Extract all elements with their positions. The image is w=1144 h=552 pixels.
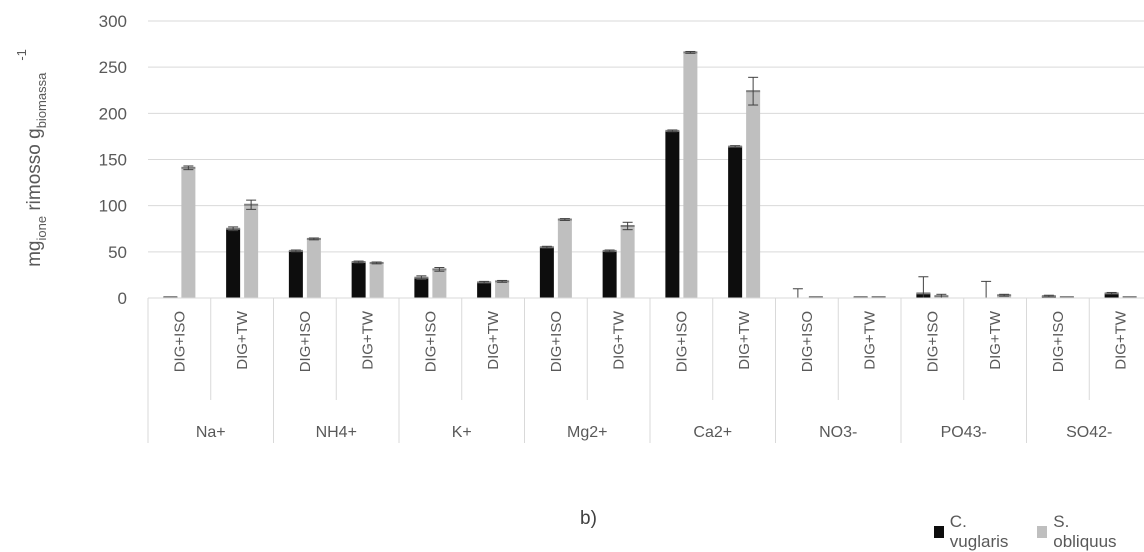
- bar: [683, 52, 698, 298]
- condition-label: DIG+TW: [987, 310, 1004, 370]
- condition-label: DIG+TW: [736, 310, 753, 370]
- bar: [414, 277, 429, 298]
- condition-label: DIG+ISO: [799, 311, 816, 372]
- y-tick-label: 200: [99, 104, 127, 123]
- condition-label: DIG+ISO: [171, 311, 188, 372]
- ylabel-sub1: ione: [34, 216, 49, 241]
- ylabel-sup: -1: [14, 49, 29, 61]
- group-label: NH4+: [316, 424, 357, 441]
- legend-label-series-1: C. vuglaris: [949, 512, 1009, 551]
- condition-label: DIG+ISO: [673, 311, 690, 372]
- condition-label: DIG+ISO: [924, 311, 941, 372]
- group-label: Mg2+: [567, 424, 607, 441]
- svg-text:mgione rimosso gbiomassa-1: mgione rimosso gbiomassa -1: [14, 49, 49, 267]
- legend-swatch-series-1: [934, 526, 944, 538]
- group-label: NO3-: [819, 424, 857, 441]
- legend-swatch-series-2: [1037, 526, 1048, 538]
- condition-label: DIG+TW: [611, 310, 628, 370]
- ylabel-base2: rimosso g: [24, 128, 45, 216]
- y-tick-label: 0: [118, 289, 127, 308]
- bar: [746, 91, 761, 298]
- group-label: PO43-: [941, 424, 987, 441]
- bar: [288, 250, 303, 298]
- y-tick-label: 150: [99, 151, 127, 170]
- legend-item-series-1: C. vuglaris: [934, 512, 1015, 552]
- bar: [432, 269, 447, 298]
- y-tick-label: 100: [99, 197, 127, 216]
- bar: [557, 219, 572, 298]
- group-label: Na+: [196, 424, 226, 441]
- condition-label: DIG+TW: [360, 310, 377, 370]
- bar: [477, 282, 492, 298]
- condition-label: DIG+TW: [485, 310, 502, 370]
- bar: [539, 247, 554, 298]
- error-bars: [183, 50, 1117, 299]
- condition-label: DIG+ISO: [297, 311, 314, 372]
- bar: [1104, 293, 1119, 298]
- legend-item-series-2: S. obliquus: [1037, 512, 1122, 552]
- bar: [620, 225, 635, 298]
- bar: [495, 281, 510, 298]
- condition-label: DIG+TW: [1113, 310, 1130, 370]
- x-axis: Na+ DIG+ISO DIG+TW NH4+ DIG+ISO DIG+TW K+ DIG+I…: [147, 297, 1144, 443]
- ylabel-sub2: biomassa: [34, 72, 49, 128]
- condition-label: DIG+TW: [862, 310, 879, 370]
- bar: [351, 261, 366, 298]
- ylabel-base1: mg: [24, 241, 45, 267]
- gridlines: [148, 20, 1144, 253]
- bar: [181, 167, 196, 298]
- bar: [602, 250, 617, 298]
- bars: [163, 51, 1137, 299]
- group-label: K+: [452, 424, 472, 441]
- group-label: SO42-: [1066, 424, 1112, 441]
- condition-label: DIG+ISO: [1050, 311, 1067, 372]
- y-tick-label: 250: [99, 58, 127, 77]
- bar: [306, 238, 321, 298]
- y-axis-tick-labels: 0 50 100 150 200 250 300: [99, 12, 127, 308]
- y-axis-label: mgione rimosso gbiomassa -1: [14, 49, 49, 267]
- condition-label: DIG+TW: [234, 310, 251, 370]
- legend-label-series-2: S. obliquus: [1053, 512, 1117, 551]
- bar: [369, 262, 384, 298]
- condition-label: DIG+ISO: [422, 311, 439, 372]
- bar: [728, 146, 743, 298]
- bar: [665, 130, 680, 298]
- y-tick-label: 300: [99, 12, 127, 31]
- bar: [244, 204, 259, 298]
- bar: [226, 228, 241, 298]
- condition-label: DIG+ISO: [548, 311, 565, 372]
- figure-caption: b): [580, 508, 597, 529]
- legend: C. vuglaris S. obliquus: [934, 512, 1144, 552]
- group-label: Ca2+: [693, 424, 732, 441]
- y-tick-label: 50: [108, 243, 127, 262]
